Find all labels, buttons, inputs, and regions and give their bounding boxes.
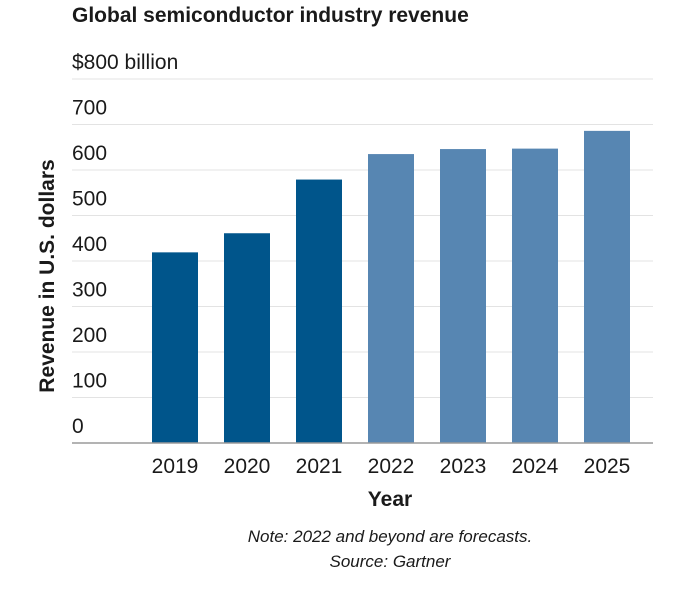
x-axis-ticks: 2019 2020 2021 2022 2023 2024 2025 — [152, 455, 631, 478]
y-tick-label: 500 — [72, 188, 107, 211]
bar-2024 — [512, 148, 558, 444]
y-tick-label: $800 billion — [72, 51, 178, 74]
y-tick-label: 100 — [72, 370, 107, 393]
x-tick-label: 2020 — [224, 455, 271, 478]
y-tick-label: 200 — [72, 324, 107, 347]
y-axis-ticks: 0 100 200 300 400 500 600 700 $800 billion — [72, 51, 178, 438]
bar-2022 — [368, 154, 414, 443]
x-tick-label: 2024 — [512, 455, 559, 478]
chart-note: Note: 2022 and beyond are forecasts. — [248, 527, 532, 546]
x-tick-label: 2023 — [440, 455, 487, 478]
bar-2021 — [296, 179, 342, 443]
bar-2020 — [224, 233, 270, 443]
x-tick-label: 2025 — [584, 455, 631, 478]
chart-source: Source: Gartner — [330, 552, 452, 571]
bar-2025 — [584, 130, 630, 443]
y-tick-label: 700 — [72, 97, 107, 120]
y-tick-label: 300 — [72, 279, 107, 302]
y-tick-label: 600 — [72, 142, 107, 165]
bars — [152, 130, 630, 444]
x-tick-label: 2019 — [152, 455, 199, 478]
x-tick-label: 2021 — [296, 455, 343, 478]
x-tick-label: 2022 — [368, 455, 415, 478]
chart-title: Global semiconductor industry revenue — [72, 4, 469, 27]
bar-2019 — [152, 252, 198, 443]
x-axis-title: Year — [368, 488, 412, 511]
y-tick-label: 400 — [72, 233, 107, 256]
bar-2023 — [440, 149, 486, 443]
y-axis-title: Revenue in U.S. dollars — [36, 159, 59, 392]
y-tick-label: 0 — [72, 415, 84, 438]
